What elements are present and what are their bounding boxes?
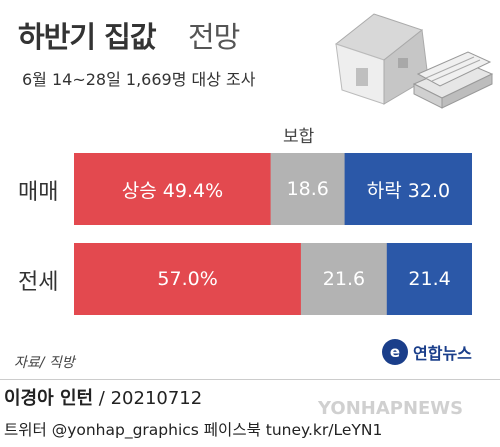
credit-name: 이경아 인턴 (4, 388, 94, 409)
social-links: 트위터 @yonhap_graphics 페이스북 tuney.kr/LeYN1 (4, 421, 383, 439)
data-label-up-sale: 상승 49.4% (121, 179, 224, 202)
bar-segment-up-sale (74, 153, 272, 225)
data-label-up-jeonse: 57.0% (157, 268, 218, 290)
credit-line: 이경아 인턴 / 20210712 (4, 384, 202, 410)
watermark: YONHAPNEWS (318, 398, 464, 419)
stacked-bar-chart (74, 153, 472, 315)
source-note: 자료/ 직방 (14, 355, 75, 371)
data-label-down-sale: 하락 32.0 (366, 179, 451, 202)
chart-title: 하반기 집값 (18, 20, 156, 54)
logo-text: 연합뉴스 (413, 344, 472, 363)
logo-mark-icon: e (382, 339, 408, 365)
legend-label-mid: 보합 (283, 127, 315, 147)
bar-segment-neutral-jeonse (300, 243, 388, 315)
credit-date: / 20210712 (93, 388, 203, 409)
bar-segment-down-sale (344, 153, 472, 225)
divider (0, 379, 500, 380)
yonhap-logo: e 연합뉴스 (382, 339, 472, 365)
house-money-illustration (334, 13, 494, 109)
category-label-jeonse: 전세 (18, 270, 59, 295)
bar-segment-down-jeonse (386, 243, 472, 315)
data-label-down-jeonse: 21.4 (408, 268, 451, 290)
data-label-neutral-jeonse: 21.6 (322, 268, 366, 290)
chart-title-suffix: 전망 (188, 20, 240, 54)
bar-segment-up-jeonse (74, 243, 302, 315)
category-label-sale: 매매 (18, 180, 59, 205)
bar-segment-neutral-sale (270, 153, 346, 225)
chart-subtitle: 6월 14~28일 1,669명 대상 조사 (22, 70, 256, 89)
data-label-neutral-sale: 18.6 (286, 178, 329, 200)
